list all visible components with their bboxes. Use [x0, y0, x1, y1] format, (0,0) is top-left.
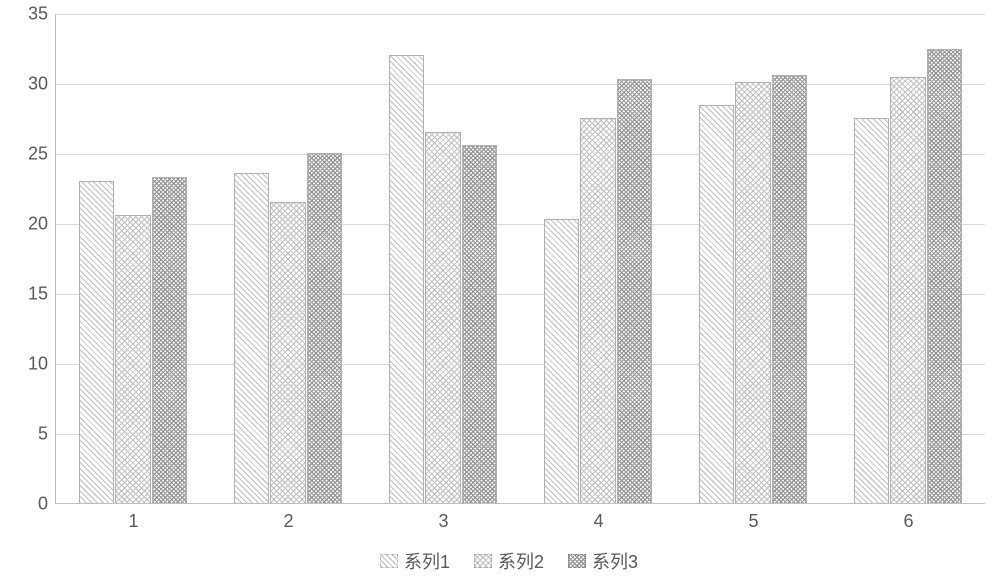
bar	[699, 105, 734, 503]
gridline	[56, 434, 985, 435]
y-tick-label: 5	[38, 424, 56, 445]
x-tick-label: 4	[593, 503, 603, 532]
x-tick-label: 5	[748, 503, 758, 532]
legend-item: 系列3	[568, 548, 638, 574]
x-tick-label: 3	[438, 503, 448, 532]
bar	[462, 145, 497, 503]
y-tick-label: 10	[28, 354, 56, 375]
bar	[735, 82, 770, 503]
x-tick-label: 6	[903, 503, 913, 532]
bar	[854, 118, 889, 503]
bar	[389, 55, 424, 503]
legend-swatch	[380, 554, 398, 568]
bar	[772, 75, 807, 503]
bar	[617, 79, 652, 503]
gridline	[56, 154, 985, 155]
bar	[307, 153, 342, 503]
y-tick-label: 0	[38, 494, 56, 515]
x-tick-label: 1	[128, 503, 138, 532]
bar	[425, 132, 460, 503]
y-tick-label: 35	[28, 4, 56, 25]
y-tick-label: 15	[28, 284, 56, 305]
bar	[544, 219, 579, 503]
legend-label: 系列1	[404, 548, 450, 574]
y-tick-label: 20	[28, 214, 56, 235]
legend-item: 系列1	[380, 548, 450, 574]
bar	[270, 202, 305, 503]
bar	[152, 177, 187, 503]
legend-label: 系列3	[592, 548, 638, 574]
legend-item: 系列2	[474, 548, 544, 574]
y-tick-label: 25	[28, 144, 56, 165]
legend-swatch	[474, 554, 492, 568]
gridline	[56, 364, 985, 365]
legend-label: 系列2	[498, 548, 544, 574]
bar	[234, 173, 269, 503]
y-tick-label: 30	[28, 74, 56, 95]
bar	[890, 77, 925, 503]
bar	[580, 118, 615, 503]
bar	[927, 49, 962, 503]
bar	[79, 181, 114, 503]
legend-swatch	[568, 554, 586, 568]
x-tick-label: 2	[283, 503, 293, 532]
plot-area: 05101520253035123456	[55, 14, 985, 504]
gridline	[56, 14, 985, 15]
chart-container: 05101520253035123456 系列1系列2系列3	[0, 0, 1000, 583]
legend: 系列1 系列2 系列3	[380, 548, 638, 574]
gridline	[56, 294, 985, 295]
gridline	[56, 84, 985, 85]
gridline	[56, 224, 985, 225]
bar	[115, 215, 150, 503]
